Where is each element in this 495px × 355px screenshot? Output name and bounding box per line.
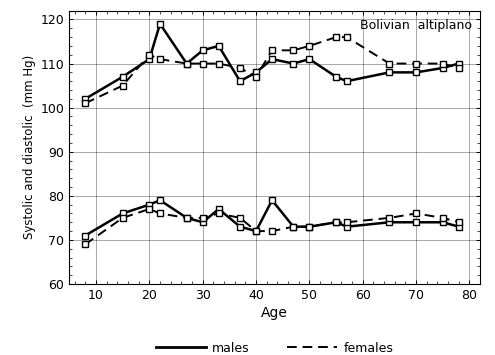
Text: Bolivian  altiplano: Bolivian altiplano bbox=[360, 19, 472, 32]
X-axis label: Age: Age bbox=[261, 306, 288, 320]
Legend: males, females: males, females bbox=[151, 337, 398, 355]
Y-axis label: Systolic and diastolic  (mm Hg): Systolic and diastolic (mm Hg) bbox=[23, 55, 37, 240]
